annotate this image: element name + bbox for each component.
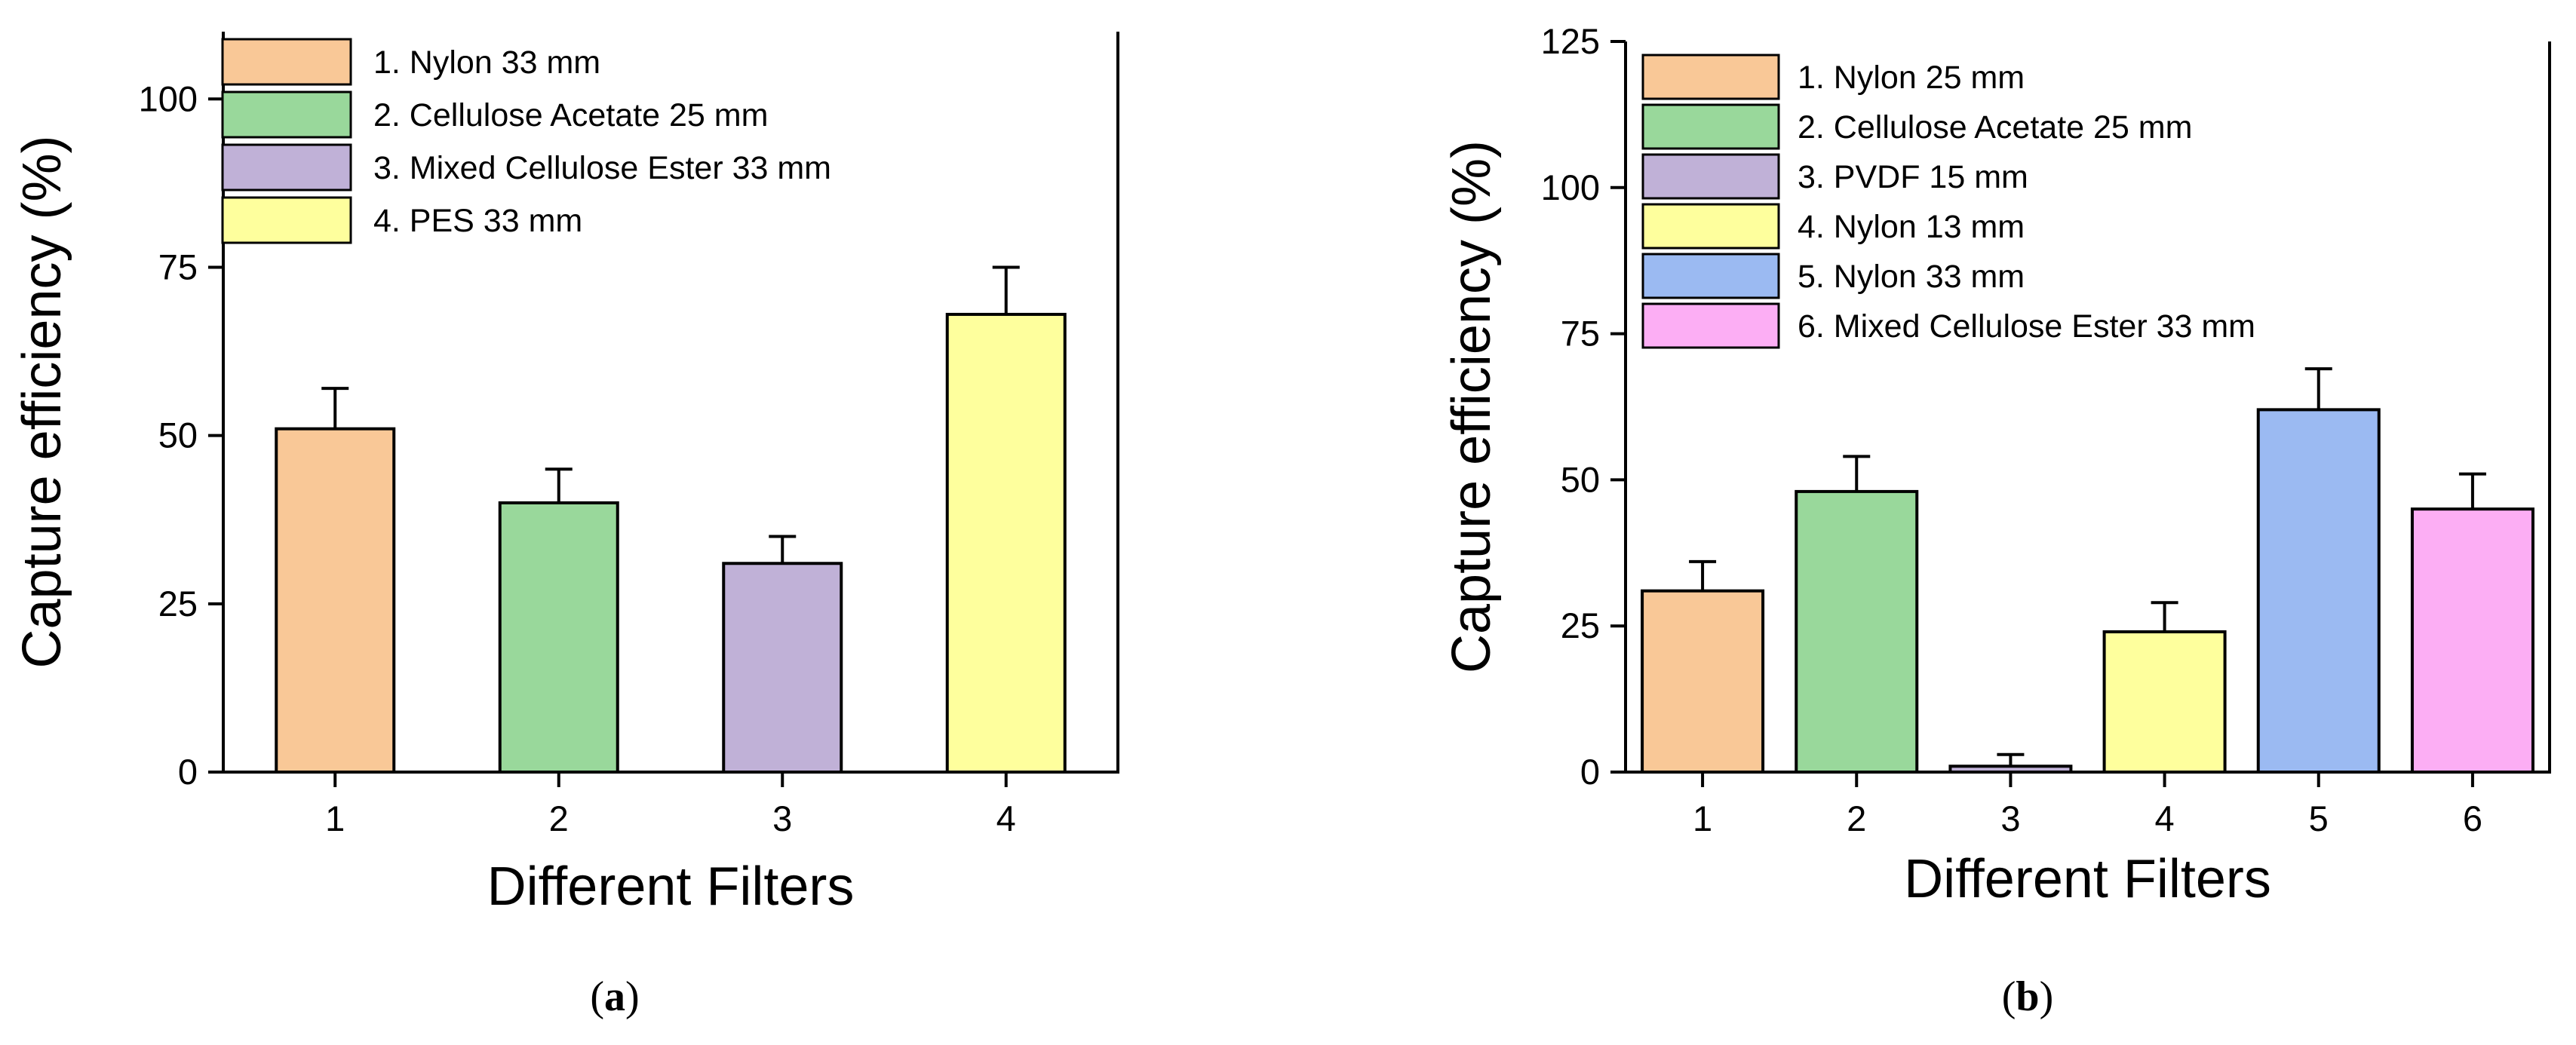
- bar-2: [498, 501, 619, 774]
- y-axis-title: Capture efficiency (%): [1442, 140, 1502, 673]
- legend-label-4: 4. PES 33 mm: [373, 203, 582, 239]
- x-tick-label: 3: [772, 798, 792, 838]
- chart-panel-a: 0 25 50 75 100 1 2 3 4 Different Filters Capture e…: [12, 32, 1119, 1020]
- legend-label-1: 1. Nylon 25 mm: [1798, 60, 2025, 96]
- legend-label-2: 2. Cellulose Acetate 25 mm: [373, 97, 768, 133]
- legend-label-6: 6. Mixed Cellulose Ester 33 mm: [1798, 308, 2255, 345]
- y-tick-label: 25: [1561, 605, 1600, 645]
- legend: 1. Nylon 25 mm 2. Cellulose Acetate 25 mm…: [1641, 54, 2255, 349]
- caption-letter: a: [604, 973, 625, 1020]
- legend: 1. Nylon 33 mm 2. Cellulose Acetate 25 mm…: [221, 38, 831, 244]
- x-tick-label: 3: [2000, 798, 2020, 838]
- caption-open: (: [2002, 973, 2016, 1020]
- y-tick-label: 50: [1561, 459, 1600, 499]
- bar-2: [1795, 489, 1919, 774]
- x-axis-title: Different Filters: [1904, 849, 2271, 909]
- bar-4: [945, 312, 1067, 774]
- y-tick-label: 0: [178, 752, 198, 792]
- y-tick-label: 100: [139, 78, 198, 118]
- legend-label-5: 5. Nylon 33 mm: [1798, 259, 2025, 295]
- axes-frame: [1624, 41, 2551, 774]
- bar-1: [1641, 589, 1765, 774]
- x-tick-label: 2: [1847, 798, 1866, 838]
- y-tick-label: 0: [1580, 752, 1600, 792]
- caption-close: ): [625, 973, 640, 1020]
- x-tick-label: 5: [2309, 798, 2329, 838]
- bar-3: [722, 562, 843, 774]
- legend-label-3: 3. PVDF 15 mm: [1798, 159, 2028, 195]
- caption-letter: b: [2016, 973, 2039, 1020]
- bar-6: [2410, 507, 2535, 774]
- legend-swatch-1: [221, 38, 352, 86]
- x-tick-label: 4: [996, 798, 1016, 838]
- y-axis-title: Capture efficiency (%): [12, 136, 72, 669]
- legend-swatch-2: [1641, 103, 1780, 150]
- legend-swatch-2: [221, 90, 352, 139]
- y-tick-label: 50: [158, 415, 198, 455]
- bar-1: [275, 427, 396, 774]
- y-tick-label: 125: [1541, 21, 1600, 61]
- y-tick-label: 25: [158, 584, 198, 624]
- legend-swatch-3: [1641, 153, 1780, 200]
- legend-label-4: 4. Nylon 13 mm: [1798, 209, 2025, 245]
- x-tick-label: 6: [2463, 798, 2482, 838]
- y-tick-label: 100: [1541, 167, 1600, 207]
- caption: (b): [2002, 973, 2053, 1020]
- legend-label-1: 1. Nylon 33 mm: [373, 44, 600, 81]
- x-tick-label: 1: [1693, 798, 1712, 838]
- caption-open: (: [590, 973, 604, 1020]
- caption-close: ): [2040, 973, 2054, 1020]
- x-tick-label: 4: [2155, 798, 2175, 838]
- bar-5: [2256, 408, 2381, 774]
- caption: (a): [590, 973, 639, 1020]
- y-tick-label: 75: [158, 247, 198, 287]
- axes-frame: [222, 32, 1119, 774]
- legend-label-2: 2. Cellulose Acetate 25 mm: [1798, 109, 2192, 146]
- legend-swatch-1: [1641, 54, 1780, 100]
- legend-swatch-4: [1641, 203, 1780, 250]
- chart-panel-b: 0 25 50 75 100 125 1 2 3 4 5 6 Different Filters Capt…: [1442, 21, 2551, 1020]
- bar-4: [2102, 630, 2227, 774]
- y-tick-label: 75: [1561, 314, 1600, 354]
- legend-swatch-4: [221, 196, 352, 244]
- legend-label-3: 3. Mixed Cellulose Ester 33 mm: [373, 150, 831, 186]
- x-tick-label: 2: [549, 798, 569, 838]
- legend-swatch-5: [1641, 253, 1780, 299]
- legend-swatch-3: [221, 143, 352, 192]
- legend-swatch-6: [1641, 302, 1780, 349]
- x-axis-title: Different Filters: [487, 857, 855, 917]
- x-tick-label: 1: [325, 798, 345, 838]
